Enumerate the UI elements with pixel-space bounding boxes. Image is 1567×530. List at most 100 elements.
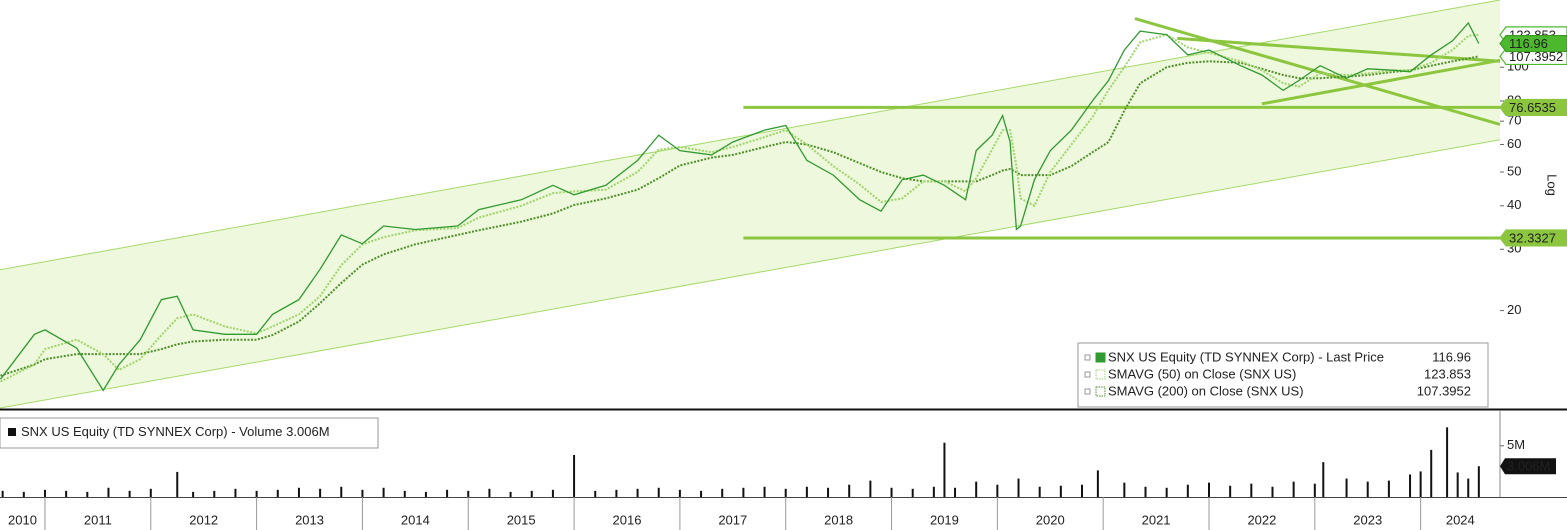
volume-bar [1059,485,1062,497]
volume-bar [1409,474,1412,497]
volume-bar [1446,427,1449,497]
series-tag-label: 107.3952 [1509,49,1563,64]
volume-bar [234,488,237,497]
legend-label: SMAVG (200) on Close (SNX US) [1108,383,1304,398]
level-tag-label: 32.3327 [1509,230,1556,245]
volume-y-tick-label: 5M [1507,437,1525,452]
volume-legend-label: SNX US Equity (TD SYNNEX Corp) - Volume … [21,424,330,439]
legend-value: 107.3952 [1417,383,1471,398]
volume-bar [700,490,703,497]
volume-bar [192,491,195,497]
legend-handle [1084,371,1091,378]
volume-bar [1123,482,1126,497]
volume-bar [911,488,914,497]
volume-bar [943,442,946,497]
volume-bar [1345,478,1348,497]
legend-label: SMAVG (50) on Close (SNX US) [1108,366,1296,381]
volume-bar [1165,487,1168,497]
volume-bar [1477,466,1480,497]
x-tick-label: 2012 [189,512,218,527]
price-line [0,21,1480,392]
channel-fill [0,0,1500,408]
volume-bar [22,491,25,497]
volume-bar [1456,472,1459,497]
y-tick-label: 70 [1507,113,1521,128]
volume-bar [1387,480,1390,497]
volume-bar [975,481,978,497]
series-tag-shape [1499,34,1567,53]
x-tick-label: 2018 [824,512,853,527]
volume-bar [636,488,639,497]
volume-legend-box [0,417,379,449]
x-tick-label: 2019 [930,512,959,527]
volume-bar [594,490,597,497]
volume-bar [1292,481,1295,497]
x-tick-label: 2016 [613,512,642,527]
volume-bar [784,488,787,497]
volume-bar [1250,483,1253,497]
legend-label: SNX US Equity (TD SYNNEX Corp) - Last Pr… [1108,349,1384,364]
scale-label: Log [1545,174,1560,196]
level-tag-label: 76.6535 [1509,100,1556,115]
legend-swatch [1095,369,1106,380]
volume-bar [827,487,830,497]
x-tick-label: 2015 [507,512,536,527]
volume-bar [361,489,364,497]
volume-bar [128,490,131,497]
volume-bar [213,490,216,497]
legend-swatch [1095,352,1106,363]
volume-bar [721,488,724,497]
volume-bar [932,486,935,497]
volume-bar [890,487,893,497]
volume-bar [805,486,808,497]
x-tick-label: 2011 [84,512,112,527]
volume-bar [1144,486,1147,497]
price-line [0,33,1479,383]
x-tick-label: 2017 [718,512,747,527]
volume-legend-value: 3.006M [286,424,329,439]
volume-bar [1017,478,1020,497]
y-tick-label: 60 [1507,136,1521,151]
x-tick-label: 2023 [1353,512,1382,527]
volume-bar [1419,471,1422,497]
volume-bar [276,489,279,497]
volume-bar [615,489,618,497]
volume-bar [657,487,660,497]
volume-bar [996,484,999,497]
legend-swatch [1095,386,1106,397]
volume-bar [86,491,89,497]
series-tag-label: 116.96 [1509,36,1548,51]
volume-bar [763,486,766,497]
volume-bar [297,487,300,497]
volume-legend-name: SNX US Equity (TD SYNNEX Corp) - Volume [21,424,283,439]
volume-bar [551,489,554,497]
volume-bar [848,484,851,497]
volume-bar [869,480,872,497]
volume-bar [107,487,110,497]
volume-bar [1,490,4,497]
volume-bar [1467,478,1470,497]
x-tick-label: 2013 [295,512,324,527]
volume-bar [446,489,449,497]
volume-tag-label: 3.006M [1507,459,1550,474]
volume-bar [382,487,385,497]
volume-bar [65,490,68,497]
volume-bar [530,490,533,497]
x-tick-label: 2020 [1036,512,1065,527]
volume-bar [573,455,576,497]
volume-bar [340,486,343,497]
volume-bar [176,471,179,497]
legend-handle [1084,388,1091,395]
legend-value: 116.96 [1432,349,1471,364]
series-tag: 116.96 [1499,34,1567,53]
volume-bar [319,488,322,497]
volume-bar [1207,482,1210,497]
volume-bar [403,490,406,497]
level-tag: 32.3327 [1499,229,1567,247]
volume-tag-shape [1500,458,1556,475]
volume-bar [255,490,258,497]
volume-bar [678,489,681,497]
trend-line [1177,36,1501,63]
volume-bar [1322,462,1325,497]
